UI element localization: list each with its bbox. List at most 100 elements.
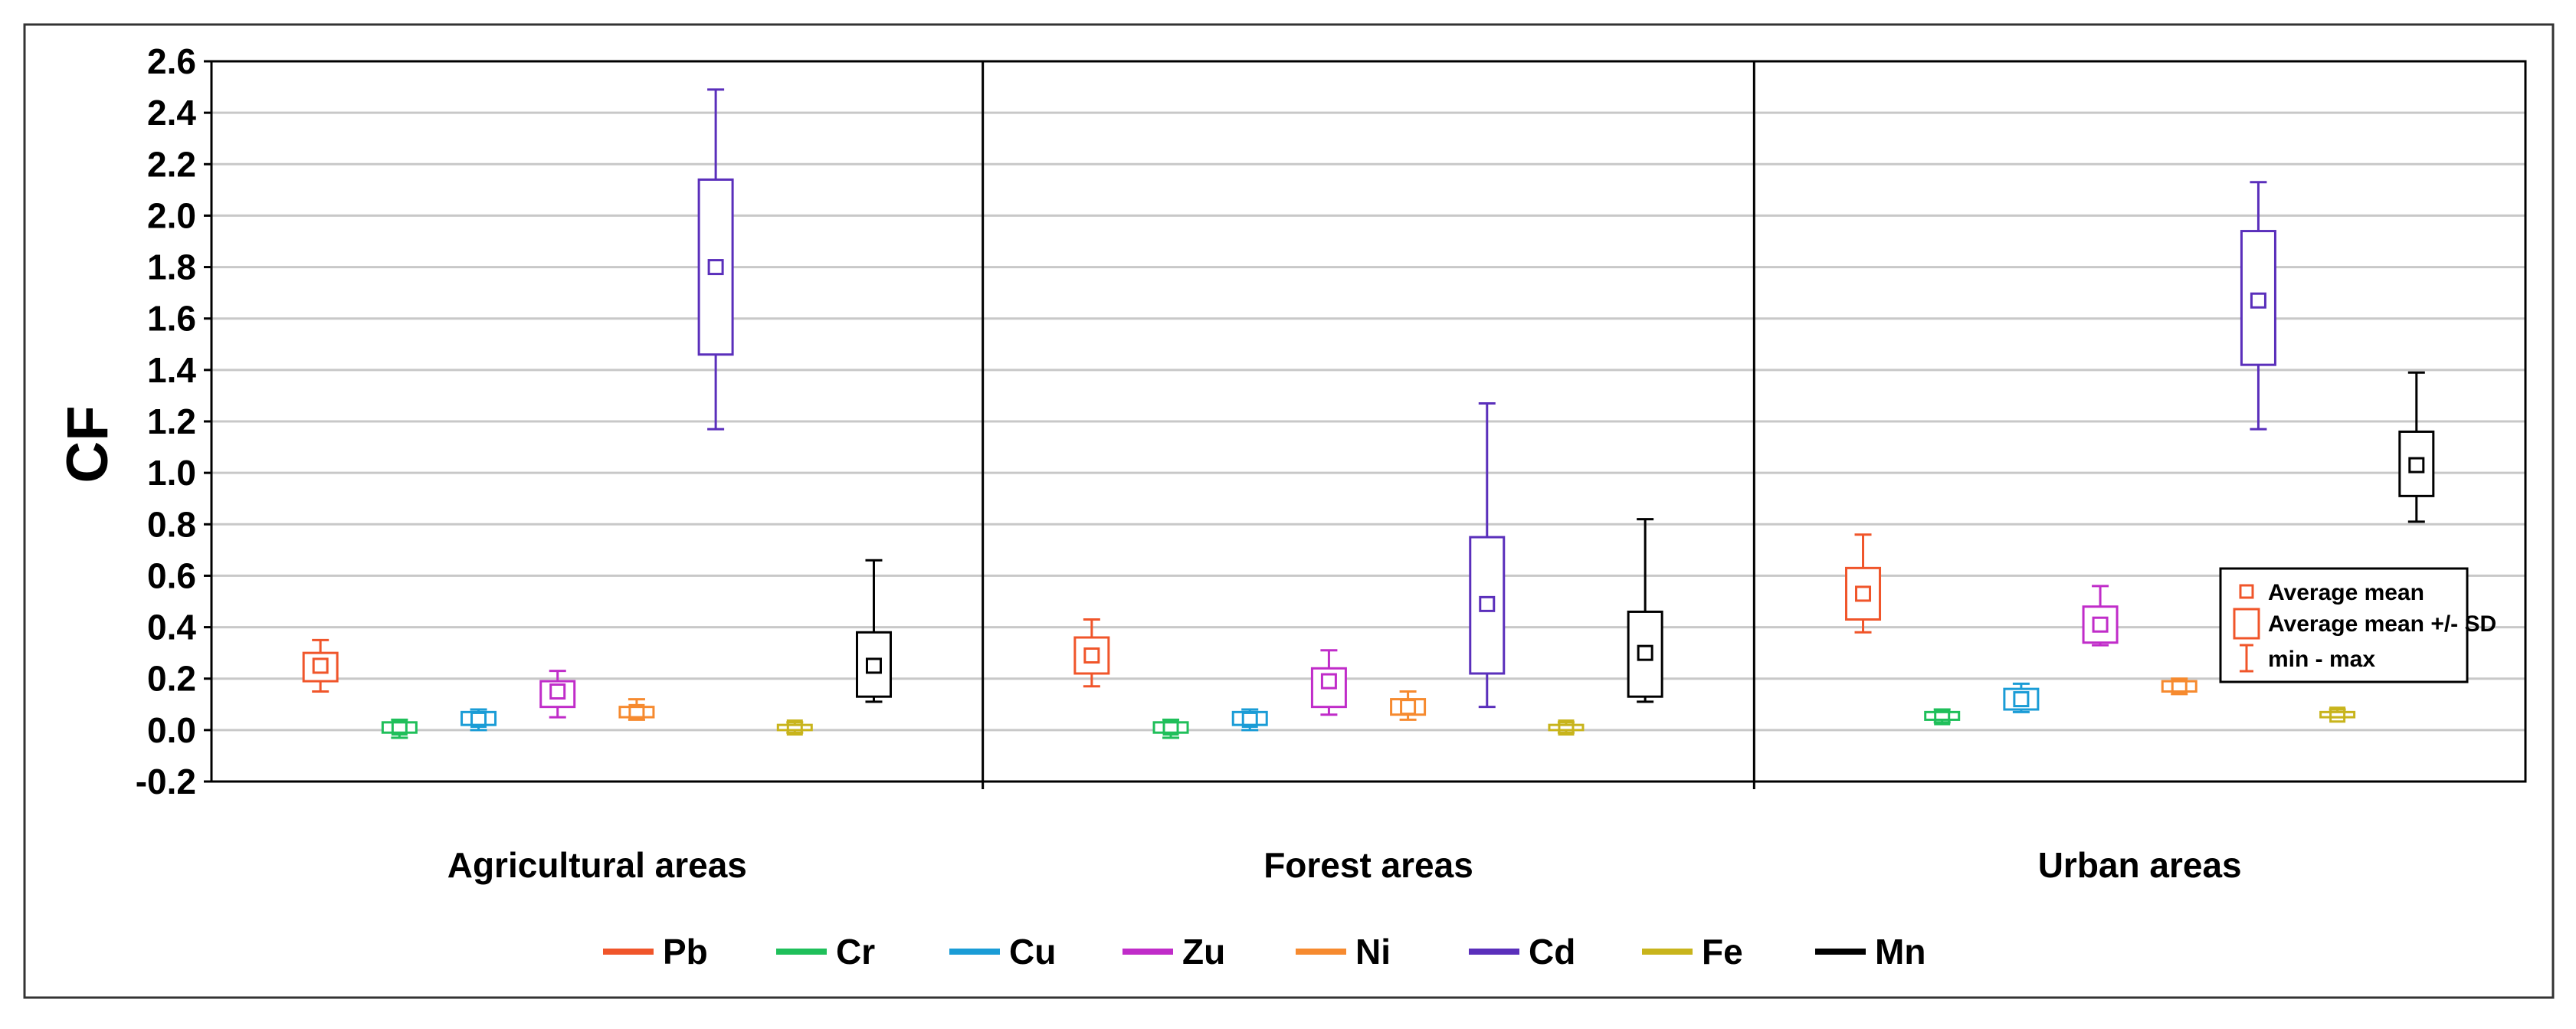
- mean-marker: [391, 719, 408, 736]
- stats-legend-label: Average mean: [2268, 580, 2424, 605]
- box-Fe-2: [2319, 706, 2356, 723]
- y-tick-label: 0.2: [147, 659, 196, 699]
- y-tick-label: 0.4: [147, 608, 196, 647]
- sd-box: [1073, 636, 1110, 675]
- y-tick-label: 1.8: [147, 247, 196, 287]
- box-Cu-1: [1231, 708, 1268, 732]
- y-tick-label: 0.8: [147, 504, 196, 544]
- box-Ni-2: [2161, 677, 2197, 696]
- mean-marker: [2171, 678, 2188, 695]
- mean-marker: [2013, 691, 2030, 708]
- legend-label: Ni: [1355, 932, 1391, 972]
- y-axis-ticks: -0.2 0.0 0.2 0.4 0.6 0.8 1.0 1.2 1.4 1.6 1.8 2.0 2.2…: [136, 41, 211, 801]
- legend-item-Cu: Cu: [949, 932, 1056, 972]
- legend-label: Zu: [1182, 932, 1225, 972]
- mean-marker: [2408, 457, 2425, 474]
- mean-marker: [1320, 673, 1337, 690]
- figure-frame: [23, 23, 2555, 999]
- sd-box: [855, 631, 892, 698]
- y-tick-label: 0.0: [147, 710, 196, 750]
- group-labels: Agricultural areas Forest areas Urban area…: [447, 845, 2242, 885]
- sd-box: [302, 651, 339, 683]
- box-Fe-1: [1548, 719, 1585, 736]
- mean-marker: [549, 683, 566, 700]
- legend-item-Ni: Ni: [1296, 932, 1391, 972]
- sd-box: [1548, 723, 1585, 732]
- y-tick-label: 2.6: [147, 41, 196, 81]
- sd-box: [1390, 698, 1427, 716]
- box-Cr-2: [1924, 708, 1961, 726]
- y-tick-label: 1.2: [147, 401, 196, 441]
- mean-marker: [865, 657, 882, 674]
- mean-marker: [1083, 647, 1100, 664]
- box-Pb-1: [1073, 618, 1110, 688]
- sd-box: [2398, 430, 2435, 497]
- mean-marker: [628, 703, 645, 720]
- legend-label: Mn: [1875, 932, 1925, 972]
- group-separators: [982, 61, 1755, 789]
- y-tick-label: 2.2: [147, 144, 196, 184]
- stats-legend-mean-symbol: [2239, 584, 2254, 599]
- box-Cu-2: [2003, 682, 2040, 713]
- mean-marker: [1479, 595, 1496, 612]
- box-Cr-0: [381, 718, 418, 739]
- sd-box: [1627, 610, 1663, 698]
- legend-item-Pb: Pb: [603, 932, 708, 972]
- legend-item-Cr: Cr: [776, 932, 875, 972]
- series-marks: [302, 88, 2435, 739]
- stats-legend-sd-symbol: [2233, 608, 2260, 640]
- mean-marker: [1400, 699, 1417, 716]
- box-Ni-0: [618, 698, 655, 721]
- y-tick-label: 1.6: [147, 299, 196, 339]
- y-tick-label: 1.0: [147, 453, 196, 493]
- sd-box: [1469, 536, 1506, 675]
- sd-box: [381, 721, 418, 734]
- y-tick-label: 1.4: [147, 350, 196, 390]
- legend-item-Cd: Cd: [1469, 932, 1575, 972]
- box-Pb-2: [1845, 533, 1882, 634]
- mean-marker: [707, 259, 724, 276]
- sd-box: [1845, 566, 1882, 621]
- group-label: Urban areas: [2038, 845, 2242, 885]
- box-Cu-0: [460, 708, 497, 732]
- box-Mn-0: [855, 559, 892, 703]
- box-Zu-1: [1310, 649, 1347, 716]
- box-Ni-1: [1390, 690, 1427, 721]
- mean-marker: [1855, 585, 1872, 602]
- sd-box: [1152, 721, 1189, 734]
- y-tick-label: 2.0: [147, 195, 196, 235]
- sd-box: [2240, 230, 2276, 366]
- box-Pb-0: [302, 638, 339, 693]
- box-Cd-0: [697, 88, 734, 431]
- box-Fe-0: [776, 719, 813, 736]
- stats-legend-frame: [2219, 567, 2469, 683]
- stats-legend-label: min - max: [2268, 647, 2375, 672]
- y-tick-label: 2.4: [147, 93, 196, 133]
- mean-marker: [1934, 709, 1951, 726]
- box-Cd-2: [2240, 181, 2276, 431]
- mean-marker: [470, 711, 487, 728]
- mean-marker: [1637, 644, 1653, 661]
- legend-item-Mn: Mn: [1815, 932, 1925, 972]
- sd-box: [2082, 605, 2119, 644]
- stats-legend: Average mean Average mean +/- SD min - max: [2219, 567, 2496, 683]
- sd-box: [2319, 710, 2356, 719]
- sd-box: [618, 706, 655, 719]
- sd-box: [1924, 710, 1961, 721]
- box-Cr-1: [1152, 718, 1189, 739]
- mean-marker: [1241, 711, 1258, 728]
- legend-label: Cd: [1529, 932, 1575, 972]
- y-tick-label: -0.2: [136, 762, 196, 801]
- group-label: Forest areas: [1263, 845, 1473, 885]
- legend-item-Fe: Fe: [1642, 932, 1743, 972]
- y-tick-label: 0.6: [147, 555, 196, 595]
- y-axis-label: CF: [55, 405, 120, 483]
- sd-box: [776, 723, 813, 732]
- legend-label: Cu: [1009, 932, 1056, 972]
- box-Mn-2: [2398, 371, 2435, 523]
- sd-box: [697, 178, 734, 356]
- box-Zu-0: [539, 670, 576, 719]
- mean-marker: [312, 657, 329, 674]
